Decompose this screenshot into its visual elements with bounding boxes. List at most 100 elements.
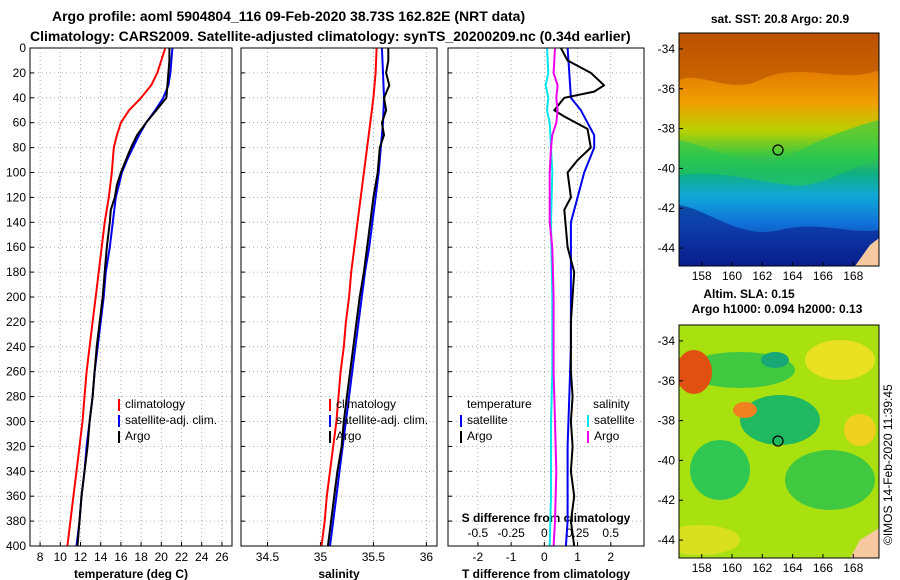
x2-tick-label: -0.25 bbox=[497, 526, 525, 540]
x-tick-label: 2 bbox=[607, 550, 614, 564]
x-tick-label: 34.5 bbox=[256, 550, 280, 564]
map-y-tick-label: -34 bbox=[658, 334, 676, 348]
series-line-temperature-satellite bbox=[564, 48, 596, 546]
legend-label-climatology: climatology bbox=[125, 397, 185, 411]
y-tick-label: 220 bbox=[6, 315, 26, 329]
plot-frame bbox=[240, 47, 438, 547]
x-tick-label: 26 bbox=[215, 550, 229, 564]
header-line-1: Argo profile: aoml 5904804_116 09-Feb-20… bbox=[52, 8, 525, 24]
x-tick-label: 36 bbox=[420, 550, 434, 564]
y-tick-label: 300 bbox=[6, 415, 26, 429]
map-y-tick-label: -40 bbox=[658, 161, 676, 175]
y-tick-label: 400 bbox=[6, 539, 26, 553]
map-y-tick-label: -42 bbox=[658, 201, 676, 215]
x2-tick-label: 0.25 bbox=[566, 526, 590, 540]
x-tick-label: 24 bbox=[195, 550, 209, 564]
x-tick-label: 22 bbox=[175, 550, 189, 564]
map-x-tick-label: 164 bbox=[783, 269, 803, 283]
temperature-profile-panel: 0 20 40 60 80 100 120 140 160 180 200 220 240 260 280 3… bbox=[6, 41, 233, 580]
x-tick-label: 35.5 bbox=[362, 550, 386, 564]
y-tick-label: 340 bbox=[6, 464, 26, 478]
x-tick-label: 10 bbox=[54, 550, 68, 564]
x2-tick-label: -0.5 bbox=[468, 526, 489, 540]
plot-frame bbox=[447, 47, 645, 547]
argo-position-marker bbox=[772, 435, 784, 447]
difference-legend: temperature satellite Argo salinity sate… bbox=[460, 397, 635, 443]
legend-label-satellite: satellite-adj. clim. bbox=[125, 413, 217, 427]
sla-map-title: Altim. SLA: 0.15 bbox=[703, 287, 795, 301]
legend-label-satellite: satellite-adj. clim. bbox=[336, 413, 428, 427]
x-tick-label: -2 bbox=[473, 550, 484, 564]
legend-label-argo: Argo bbox=[336, 429, 362, 443]
header-line-2: Climatology: CARS2009. Satellite-adjuste… bbox=[30, 28, 631, 44]
series-line-satellite-adj-clim- bbox=[329, 48, 385, 546]
x2-tick-label: 0.5 bbox=[602, 526, 619, 540]
sla-map-ticks: 158 160 162 164 166 168 -34 -36 -38 -40 -42 -44 bbox=[658, 334, 864, 575]
series-line-salinity-satellite bbox=[544, 48, 554, 546]
y-tick-label: 0 bbox=[19, 41, 26, 55]
x-tick-label: 35 bbox=[314, 550, 328, 564]
x-axis-label: T difference from climatology bbox=[462, 567, 630, 580]
sst-map bbox=[679, 33, 879, 266]
credit-text: ©IMOS 14-Feb-2020 11:39:45 bbox=[881, 384, 895, 545]
map-y-tick-label: -44 bbox=[658, 241, 676, 255]
x-tick-label: 14 bbox=[94, 550, 108, 564]
sst-map-title: sat. SST: 20.8 Argo: 20.9 bbox=[711, 12, 850, 26]
argo-position-marker bbox=[772, 144, 784, 156]
y-tick-label: 180 bbox=[6, 265, 26, 279]
difference-profile-panel: -2 -1 0 1 2 -0.5 -0.25 0 0.25 0.5S difference fro… bbox=[447, 47, 645, 580]
legend-label-s-satellite: satellite bbox=[594, 413, 635, 427]
y-tick-label: 80 bbox=[13, 141, 27, 155]
map-x-tick-label: 168 bbox=[843, 561, 863, 575]
y-tick-label: 200 bbox=[6, 290, 26, 304]
map-x-tick-label: 162 bbox=[752, 269, 772, 283]
salinity-profile-panel: 34.5 35 35.5 36 salinity bbox=[240, 47, 438, 580]
map-x-tick-label: 160 bbox=[722, 561, 742, 575]
x-axis-label: temperature (deg C) bbox=[74, 567, 188, 580]
map-x-tick-label: 162 bbox=[752, 561, 772, 575]
x2-tick-label: 0 bbox=[541, 526, 548, 540]
x-tick-label: 8 bbox=[37, 550, 44, 564]
series-line-salinity-argo bbox=[548, 48, 559, 546]
map-x-tick-label: 158 bbox=[692, 561, 712, 575]
y-tick-label: 120 bbox=[6, 190, 26, 204]
x-axis-label: salinity bbox=[318, 567, 360, 580]
map-y-tick-label: -40 bbox=[658, 453, 676, 467]
y-tick-label: 60 bbox=[13, 116, 27, 130]
map-x-tick-label: 158 bbox=[692, 269, 712, 283]
sst-map-ticks: 158 160 162 164 166 168 -34 -36 -38 -40 -42 -44 bbox=[658, 42, 864, 283]
legend-title-temperature: temperature bbox=[467, 397, 532, 411]
legend-label-s-argo: Argo bbox=[594, 429, 620, 443]
series-group bbox=[320, 48, 391, 546]
legend-label-climatology: climatology bbox=[336, 397, 396, 411]
map-y-tick-label: -36 bbox=[658, 374, 676, 388]
map-y-tick-label: -42 bbox=[658, 493, 676, 507]
series-line-argo bbox=[76, 48, 171, 546]
map-x-tick-label: 166 bbox=[813, 561, 833, 575]
series-line-argo bbox=[326, 48, 391, 546]
x2-axis-label: S difference from climatology bbox=[462, 511, 631, 525]
sla-map-subtitle: Argo h1000: 0.094 h2000: 0.13 bbox=[692, 302, 863, 316]
legend-label-t-satellite: satellite bbox=[467, 413, 508, 427]
x-tick-label: 1 bbox=[574, 550, 581, 564]
y-tick-label: 380 bbox=[6, 514, 26, 528]
x-tick-label: 0 bbox=[541, 550, 548, 564]
y-tick-label: 360 bbox=[6, 489, 26, 503]
y-tick-label: 40 bbox=[13, 91, 27, 105]
sst-map-frame bbox=[678, 32, 880, 267]
legend-title-salinity: salinity bbox=[593, 397, 630, 411]
map-x-tick-label: 160 bbox=[722, 269, 742, 283]
salinity-legend: climatology satellite-adj. clim. Argo bbox=[329, 397, 428, 443]
map-y-tick-label: -34 bbox=[658, 42, 676, 56]
series-line-climatology bbox=[66, 48, 167, 546]
x-tick-label: 20 bbox=[155, 550, 169, 564]
map-y-tick-label: -38 bbox=[658, 414, 676, 428]
temperature-legend: climatology satellite-adj. clim. Argo bbox=[118, 397, 217, 443]
plot-frame bbox=[29, 47, 233, 547]
legend-label-argo: Argo bbox=[125, 429, 151, 443]
sla-map-frame bbox=[678, 324, 880, 559]
series-group bbox=[66, 48, 174, 546]
sla-map bbox=[679, 325, 879, 558]
map-x-tick-label: 168 bbox=[843, 269, 863, 283]
y-tick-label: 240 bbox=[6, 340, 26, 354]
